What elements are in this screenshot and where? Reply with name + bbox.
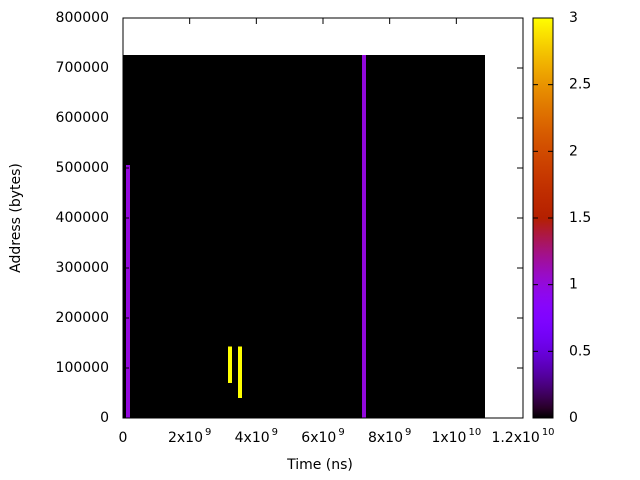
colorbar-tick-label: 2 [569, 143, 578, 159]
x-tick-label: 1.2x10 10 [491, 427, 554, 446]
x-tick-label: 0 [119, 430, 128, 446]
x-tick-label-exponent: 9 [205, 427, 211, 438]
x-tick-label: 1x10 10 [431, 427, 481, 446]
heatmap-cell [126, 165, 130, 418]
x-tick-label-base: 1.2x10 [491, 430, 539, 446]
heatmap-cell [362, 55, 366, 418]
x-tick-label-exponent: 9 [272, 427, 278, 438]
y-tick-label: 600000 [56, 110, 109, 126]
y-tick-label: 400000 [56, 210, 109, 226]
colorbar-tick-label: 1.5 [569, 210, 591, 226]
x-tick-label-exponent: 9 [338, 427, 344, 438]
x-tick-label: 6x10 9 [301, 427, 344, 446]
heatmap-cell [228, 346, 232, 383]
y-axis-label: Address (bytes) [8, 163, 24, 273]
colorbar-tick-label: 1 [569, 277, 578, 293]
x-tick-label-exponent: 10 [468, 427, 481, 438]
y-tick-label: 800000 [56, 10, 109, 26]
x-tick-label-base: 8x10 [368, 430, 403, 446]
x-tick-label: 4x10 9 [235, 427, 278, 446]
heatmap-background [123, 55, 485, 418]
x-tick-label-base: 1x10 [431, 430, 466, 446]
x-tick-label-base: 2x10 [168, 430, 203, 446]
x-tick-label-base: 6x10 [301, 430, 336, 446]
heatmap-cell [238, 346, 242, 398]
y-tick-label: 200000 [56, 310, 109, 326]
colorbar-tick-label: 2.5 [569, 77, 591, 93]
x-tick-label: 2x10 9 [168, 427, 211, 446]
colorbar-tick-label: 0.5 [569, 343, 591, 359]
x-tick-label-base: 4x10 [235, 430, 270, 446]
x-axis-label: Time (ns) [286, 457, 353, 473]
x-tick-label: 8x10 9 [368, 427, 411, 446]
x-tick-label-exponent: 9 [405, 427, 411, 438]
y-tick-label: 500000 [56, 160, 109, 176]
y-tick-label: 300000 [56, 260, 109, 276]
y-tick-label: 700000 [56, 60, 109, 76]
y-tick-label: 0 [100, 410, 109, 426]
y-tick-label: 100000 [56, 360, 109, 376]
colorbar-tick-label: 0 [569, 410, 578, 426]
x-tick-label-exponent: 10 [542, 427, 555, 438]
colorbar-tick-label: 3 [569, 10, 578, 26]
